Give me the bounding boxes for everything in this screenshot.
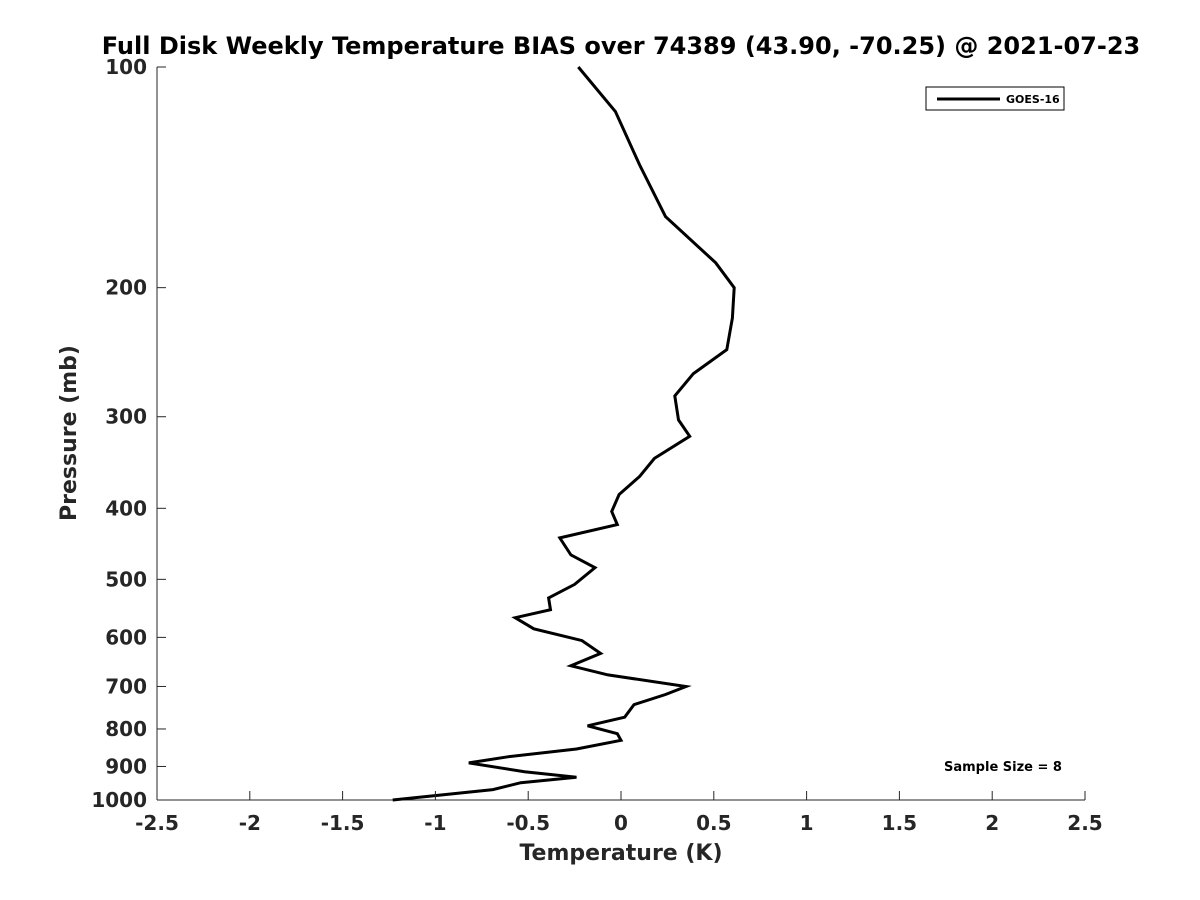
legend: GOES-16	[925, 86, 1065, 111]
chart-title: Full Disk Weekly Temperature BIAS over 7…	[102, 32, 1141, 60]
y-tick-label: 100	[105, 55, 147, 79]
y-tick-label: 300	[105, 405, 147, 429]
x-tick-label: -2.5	[135, 811, 179, 835]
x-tick-label: -1	[424, 811, 446, 835]
x-axis-ticks: -2.5 -2 -1.5 -1 -0.5 0 0.5 1 1.5 2 2.5	[135, 791, 1103, 835]
y-tick-label: 700	[105, 674, 147, 698]
y-axis-label: Pressure (mb)	[57, 345, 82, 521]
y-tick-label: 200	[105, 276, 147, 300]
plot-area	[156, 67, 1085, 801]
x-tick-label: -2	[239, 811, 261, 835]
y-tick-label: 1000	[91, 788, 147, 812]
series-layer	[392, 66, 736, 802]
x-tick-label: 2	[985, 811, 999, 835]
x-tick-label: 2.5	[1067, 811, 1102, 835]
sample-size-annotation: Sample Size = 8	[944, 760, 1062, 775]
series-line-goes-16	[392, 66, 736, 802]
x-axis-label: Temperature (K)	[519, 841, 722, 866]
x-tick-label: -1.5	[321, 811, 365, 835]
y-axis-ticks: 100 200 300 400 500 600 700 800 900 1000	[91, 55, 166, 812]
legend-label-goes-16: GOES-16	[1006, 93, 1060, 106]
x-tick-label: 0	[614, 811, 628, 835]
y-tick-label: 600	[105, 625, 147, 649]
x-tick-label: -0.5	[506, 811, 550, 835]
y-tick-label: 900	[105, 754, 147, 778]
x-tick-label: 1	[800, 811, 814, 835]
y-tick-label: 400	[105, 496, 147, 520]
x-tick-label: 1.5	[882, 811, 917, 835]
x-tick-label: 0.5	[696, 811, 731, 835]
y-tick-label: 500	[105, 567, 147, 591]
y-tick-label: 800	[105, 717, 147, 741]
